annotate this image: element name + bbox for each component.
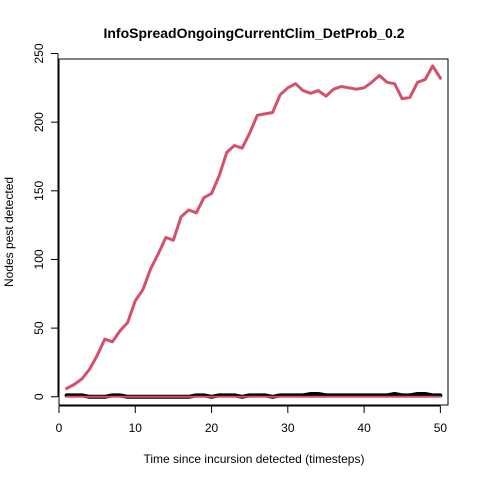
y-axis: 0 50 100 150 200 250 — [32, 43, 59, 400]
x-tick-label: 50 — [434, 421, 448, 435]
y-tick-label: 200 — [32, 112, 46, 132]
x-tick-label: 40 — [357, 421, 371, 435]
x-tick-label: 30 — [281, 421, 295, 435]
y-tick-label: 150 — [32, 180, 46, 200]
x-axis-label: Time since incursion detected (timesteps… — [144, 452, 365, 466]
x-tick-label: 20 — [205, 421, 219, 435]
x-axis: 0 10 20 30 40 50 — [56, 405, 448, 435]
y-tick-label: 100 — [32, 249, 46, 269]
y-tick-label: 0 — [32, 393, 46, 400]
y-tick-label: 250 — [32, 43, 46, 63]
y-axis-label: Nodes pest detected — [2, 177, 16, 287]
plot-frame — [58, 58, 449, 406]
y-tick-label: 50 — [32, 321, 46, 335]
x-tick-label: 0 — [56, 421, 63, 435]
x-tick-label: 10 — [129, 421, 143, 435]
series-line-1 — [65, 64, 442, 390]
series-layer — [64, 64, 443, 399]
chart-title: InfoSpreadOngoingCurrentClim_DetProb_0.2 — [103, 25, 404, 41]
